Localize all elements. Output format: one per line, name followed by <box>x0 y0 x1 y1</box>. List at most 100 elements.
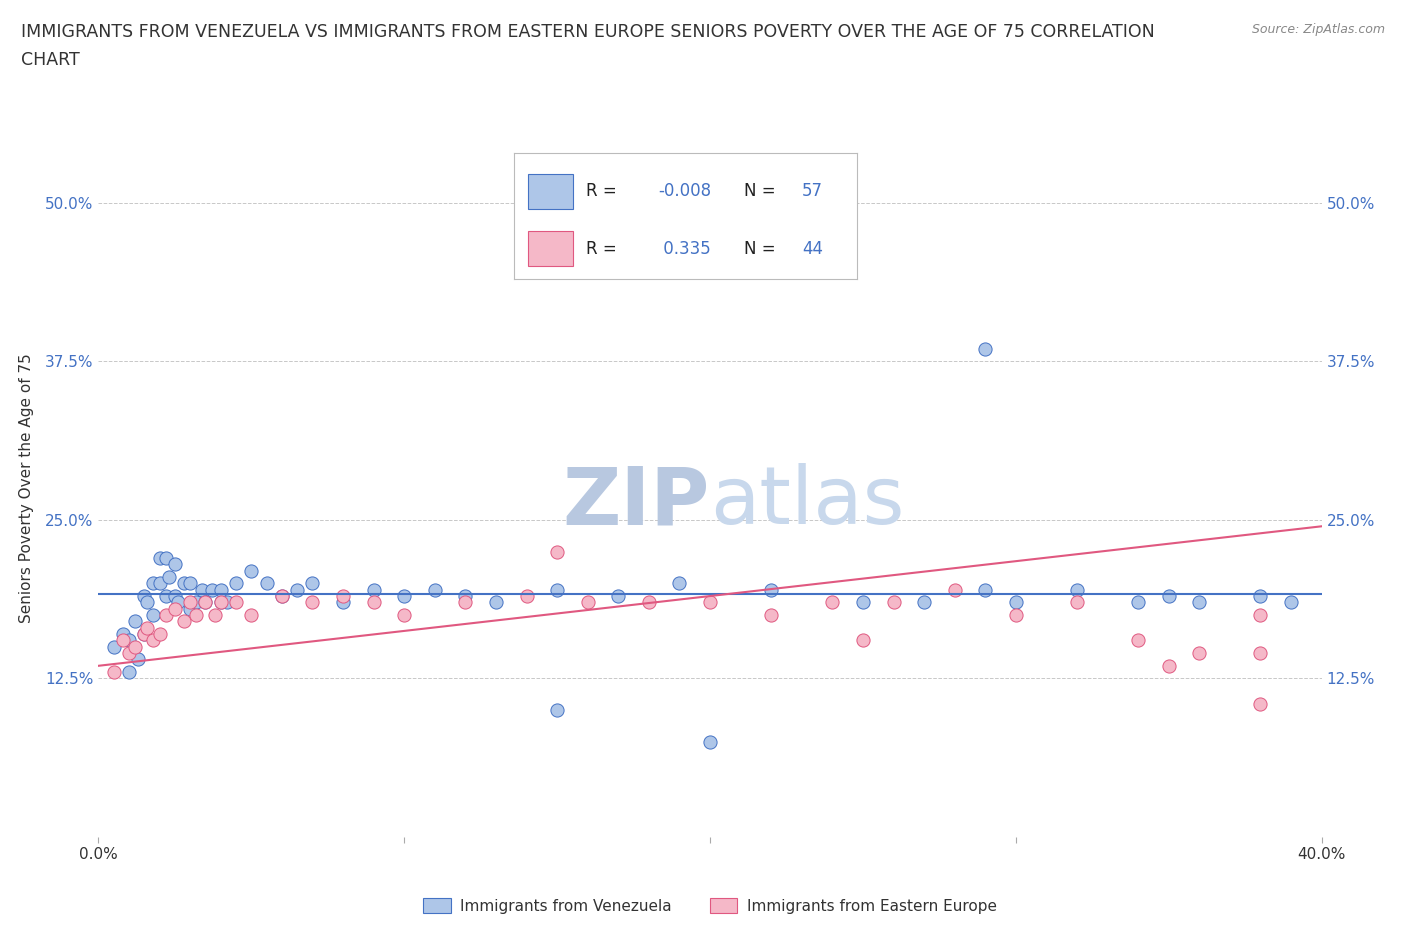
Point <box>204 607 226 622</box>
Point <box>607 589 630 604</box>
Y-axis label: Seniors Poverty Over the Age of 75: Seniors Poverty Over the Age of 75 <box>18 353 34 623</box>
Point <box>1249 645 1271 660</box>
Point <box>546 544 568 559</box>
Point <box>576 595 599 610</box>
Point <box>191 582 214 597</box>
Text: atlas: atlas <box>710 463 904 541</box>
Point <box>155 551 177 565</box>
Point <box>209 595 232 610</box>
Point <box>118 665 141 680</box>
Point <box>270 589 292 604</box>
Point <box>194 595 217 610</box>
Legend: Immigrants from Venezuela, Immigrants from Eastern Europe: Immigrants from Venezuela, Immigrants fr… <box>418 892 1002 920</box>
Point <box>974 582 997 597</box>
Point <box>912 595 935 610</box>
Point <box>103 639 125 654</box>
Point <box>1157 658 1180 673</box>
Point <box>1249 607 1271 622</box>
Point <box>163 557 186 572</box>
Point <box>332 589 354 604</box>
Point <box>111 633 134 648</box>
Point <box>974 341 997 356</box>
Point <box>852 633 875 648</box>
Point <box>301 595 323 610</box>
Text: ZIP: ZIP <box>562 463 710 541</box>
Text: Source: ZipAtlas.com: Source: ZipAtlas.com <box>1251 23 1385 36</box>
Point <box>1249 589 1271 604</box>
Point <box>163 589 186 604</box>
Point <box>1004 595 1026 610</box>
Point <box>179 602 201 617</box>
Point <box>103 665 125 680</box>
Point <box>668 576 690 591</box>
Point <box>1157 589 1180 604</box>
Point <box>134 627 156 642</box>
Point <box>363 582 385 597</box>
Point <box>821 595 844 610</box>
Point <box>485 595 508 610</box>
Point <box>1128 633 1150 648</box>
Point <box>142 633 165 648</box>
Point <box>142 576 165 591</box>
Point <box>270 589 292 604</box>
Point <box>167 595 190 610</box>
Point <box>883 595 905 610</box>
Point <box>285 582 308 597</box>
Point <box>173 576 195 591</box>
Point <box>943 582 966 597</box>
Text: IMMIGRANTS FROM VENEZUELA VS IMMIGRANTS FROM EASTERN EUROPE SENIORS POVERTY OVER: IMMIGRANTS FROM VENEZUELA VS IMMIGRANTS … <box>21 23 1154 41</box>
Point <box>363 595 385 610</box>
Point <box>699 595 721 610</box>
Point <box>155 589 177 604</box>
Point <box>134 589 156 604</box>
Point <box>454 589 477 604</box>
Point <box>454 595 477 610</box>
Point <box>699 735 721 750</box>
Point <box>392 607 416 622</box>
Point <box>332 595 354 610</box>
Point <box>127 652 149 667</box>
Point <box>149 627 172 642</box>
Point <box>759 582 782 597</box>
Point <box>240 564 263 578</box>
Point <box>136 595 159 610</box>
Point <box>225 595 247 610</box>
Point <box>179 576 201 591</box>
Point <box>118 633 141 648</box>
Point <box>423 582 446 597</box>
Point <box>209 595 232 610</box>
Point <box>179 595 201 610</box>
Point <box>1279 595 1302 610</box>
Point <box>149 576 172 591</box>
Point <box>1249 697 1271 711</box>
Point <box>225 576 247 591</box>
Point <box>1188 645 1211 660</box>
Point <box>546 703 568 718</box>
Point <box>516 589 538 604</box>
Point <box>118 645 141 660</box>
Point <box>200 582 222 597</box>
Point <box>134 627 156 642</box>
Point <box>759 607 782 622</box>
Point <box>546 582 568 597</box>
Point <box>1128 595 1150 610</box>
Point <box>186 595 208 610</box>
Point <box>124 614 146 629</box>
Point <box>256 576 278 591</box>
Point <box>1188 595 1211 610</box>
Point <box>392 589 416 604</box>
Point <box>173 614 195 629</box>
Point <box>194 595 217 610</box>
Point <box>240 607 263 622</box>
Point <box>111 627 134 642</box>
Point <box>157 569 180 584</box>
Point <box>215 595 238 610</box>
Point <box>186 607 208 622</box>
Point <box>852 595 875 610</box>
Point <box>149 551 172 565</box>
Point <box>301 576 323 591</box>
Point <box>155 607 177 622</box>
Point <box>163 602 186 617</box>
Point <box>124 639 146 654</box>
Point <box>1066 595 1088 610</box>
